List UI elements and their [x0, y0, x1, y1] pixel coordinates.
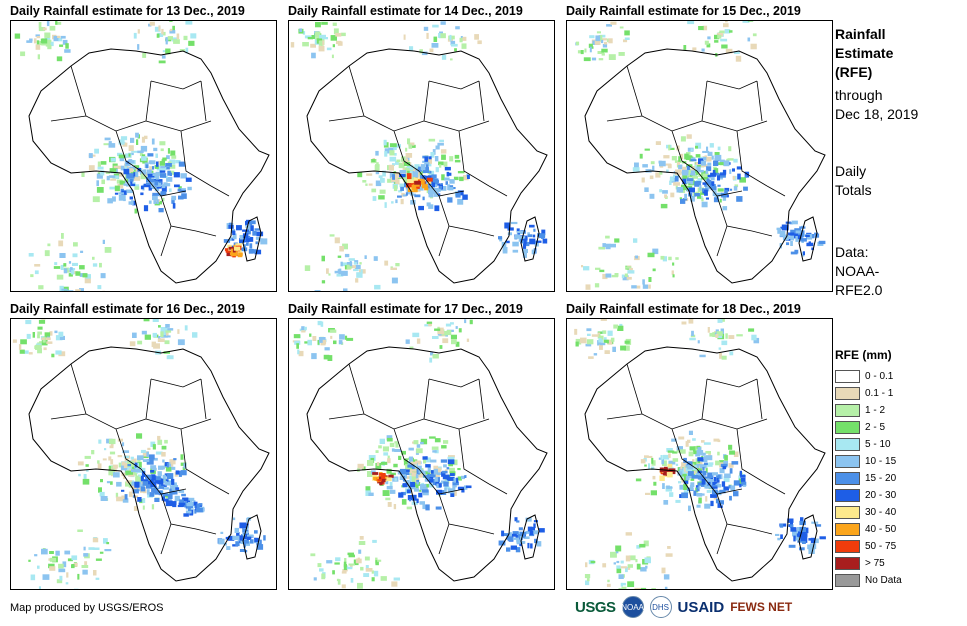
legend-swatch [835, 506, 860, 519]
dhs-logo: DHS [649, 596, 672, 618]
legend-label: 2 - 5 [865, 422, 886, 433]
panel-title: Daily Rainfall estimate for 15 Dec., 201… [566, 4, 801, 18]
rainfall-map [10, 318, 277, 590]
legend-item: 20 - 30 [835, 487, 902, 504]
rainfall-map [288, 318, 555, 590]
legend-label: No Data [865, 575, 902, 586]
legend-item: 10 - 15 [835, 453, 902, 470]
daily-totals-label: Daily Totals [835, 163, 872, 198]
legend-label: 1 - 2 [865, 405, 886, 416]
legend-item: 0.1 - 1 [835, 385, 902, 402]
legend-item: > 75 [835, 555, 902, 572]
panel-title: Daily Rainfall estimate for 13 Dec., 201… [10, 4, 245, 18]
legend-item: 0 - 0.1 [835, 368, 902, 385]
legend-title: RFE (mm) [835, 348, 892, 362]
legend-label: 10 - 15 [865, 456, 897, 467]
legend-swatch [835, 540, 860, 553]
rainfall-map [10, 20, 277, 292]
legend-swatch [835, 489, 860, 502]
legend-item: 15 - 20 [835, 470, 902, 487]
legend-label: 0.1 - 1 [865, 388, 894, 399]
legend-swatch [835, 421, 860, 434]
map-panel: Daily Rainfall estimate for 13 Dec., 201… [10, 3, 280, 292]
legend-rows: 0 - 0.1 0.1 - 1 1 - 2 2 - 5 5 - 10 10 - 15 15 … [835, 368, 902, 589]
legend-swatch [835, 455, 860, 468]
side-title: Rainfall Estimate (RFE) [835, 26, 894, 80]
map-panel: Daily Rainfall estimate for 18 Dec., 201… [566, 301, 836, 590]
map-panel: Daily Rainfall estimate for 17 Dec., 201… [288, 301, 558, 590]
legend-label: 30 - 40 [865, 507, 897, 518]
legend-swatch [835, 370, 860, 383]
legend-label: 0 - 0.1 [865, 371, 894, 382]
partner-logos: USGS NOAA DHS USAID FEWS NET [575, 596, 792, 618]
map-panel: Daily Rainfall estimate for 15 Dec., 201… [566, 3, 836, 292]
legend-item: 40 - 50 [835, 521, 902, 538]
legend-label: 5 - 10 [865, 439, 891, 450]
legend-label: > 75 [865, 558, 885, 569]
usaid-logo: USAID [677, 598, 725, 616]
panel-title: Daily Rainfall estimate for 17 Dec., 201… [288, 302, 523, 316]
legend-label: 15 - 20 [865, 473, 897, 484]
map-panel: Daily Rainfall estimate for 16 Dec., 201… [10, 301, 280, 590]
legend-label: 40 - 50 [865, 524, 897, 535]
rainfall-map [288, 20, 555, 292]
through-date: through Dec 18, 2019 [835, 87, 919, 122]
legend-item: No Data [835, 572, 902, 589]
legend-swatch [835, 404, 860, 417]
legend-label: 20 - 30 [865, 490, 897, 501]
panel-title: Daily Rainfall estimate for 14 Dec., 201… [288, 4, 523, 18]
map-panel: Daily Rainfall estimate for 14 Dec., 201… [288, 3, 558, 292]
fews-net-logo: FEWS NET [730, 600, 793, 614]
usgs-logo: USGS [575, 598, 616, 616]
panel-title: Daily Rainfall estimate for 16 Dec., 201… [10, 302, 245, 316]
legend-swatch [835, 523, 860, 536]
legend: RFE (mm) 0 - 0.1 0.1 - 1 1 - 2 2 - 5 5 - 10 1… [835, 348, 902, 589]
legend-swatch [835, 574, 860, 587]
legend-item: 30 - 40 [835, 504, 902, 521]
legend-swatch [835, 472, 860, 485]
legend-swatch [835, 438, 860, 451]
legend-label: 50 - 75 [865, 541, 897, 552]
rainfall-map [566, 318, 833, 590]
legend-swatch [835, 557, 860, 570]
noaa-logo: NOAA [621, 596, 644, 618]
rainfall-map [566, 20, 833, 292]
map-credit: Map produced by USGS/EROS [10, 602, 164, 614]
legend-item: 5 - 10 [835, 436, 902, 453]
legend-swatch [835, 387, 860, 400]
legend-item: 50 - 75 [835, 538, 902, 555]
data-source: Data: NOAA- RFE2.0 [835, 244, 883, 298]
legend-item: 1 - 2 [835, 402, 902, 419]
legend-item: 2 - 5 [835, 419, 902, 436]
panel-title: Daily Rainfall estimate for 18 Dec., 201… [566, 302, 801, 316]
